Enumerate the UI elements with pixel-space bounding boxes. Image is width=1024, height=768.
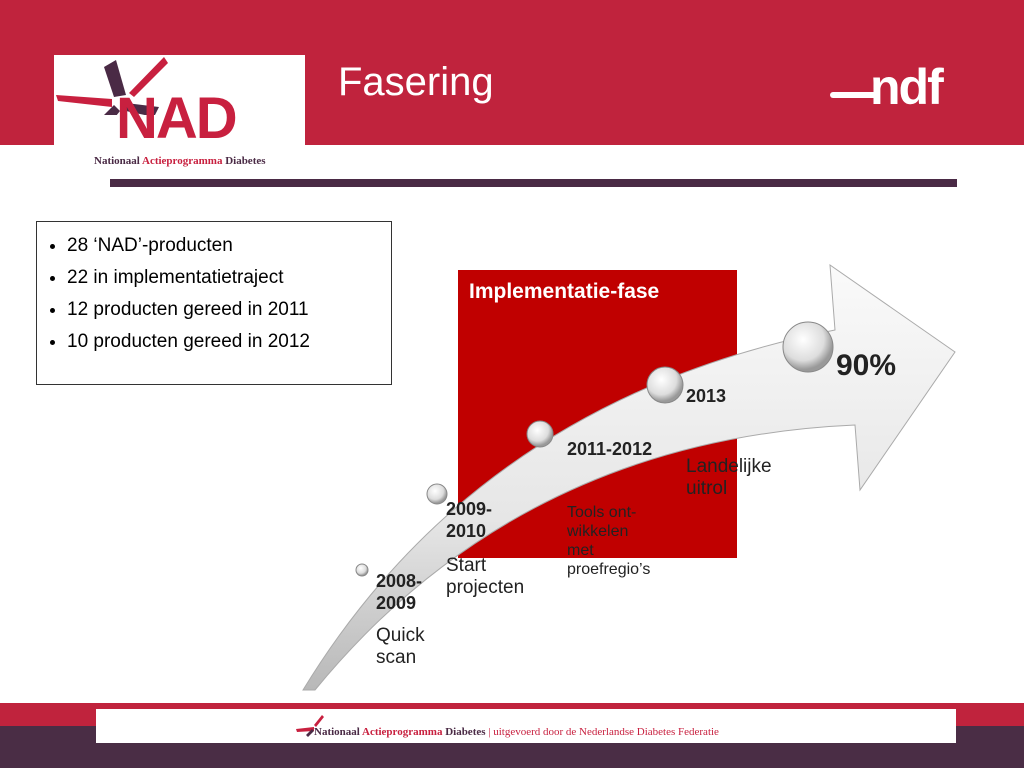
milestone-year: 2011-2012	[567, 439, 653, 459]
milestone-percentage: 90%	[836, 349, 897, 382]
milestone-year: 2013	[686, 386, 727, 406]
bullet-item: 28 ‘NAD’-producten	[67, 230, 391, 262]
milestone-year: 2009- 2010	[446, 499, 493, 541]
bullet-box: 28 ‘NAD’-producten 22 in implementatietr…	[36, 221, 392, 385]
ndf-logo-swoosh	[830, 92, 880, 98]
milestone-desc: Start projecten	[446, 555, 525, 598]
bullet-item: 22 in implementatietraject	[67, 262, 391, 294]
bullet-item: 10 producten gereed in 2012	[67, 326, 391, 358]
phase-label: Implementatie-fase	[469, 280, 660, 303]
milestone-desc: Tools ont- wikkelen met proefregio’s	[567, 504, 651, 578]
milestone-desc: Landelijke uitrol	[686, 456, 772, 499]
nad-logo: NAD Nationaal Actieprogramma Diabetes	[54, 55, 305, 175]
bullet-item: 12 producten gereed in 2011	[67, 294, 391, 326]
logo-star-icon	[56, 57, 168, 115]
page-title: Fasering	[338, 60, 494, 104]
footer-logo-box: Nationaal Actieprogramma Diabetes | uitg…	[96, 709, 956, 743]
footer-star-icon	[296, 715, 324, 737]
milestone-desc: Quick scan	[376, 625, 425, 668]
ndf-logo: ndf	[870, 59, 944, 115]
divider-bar	[110, 179, 957, 187]
footer-text: Nationaal Actieprogramma Diabetes | uitg…	[314, 726, 719, 738]
logo-subtitle: Nationaal Actieprogramma Diabetes	[94, 155, 266, 167]
milestone-year: 2008- 2009	[376, 571, 423, 613]
logo-text: NAD	[116, 86, 238, 151]
